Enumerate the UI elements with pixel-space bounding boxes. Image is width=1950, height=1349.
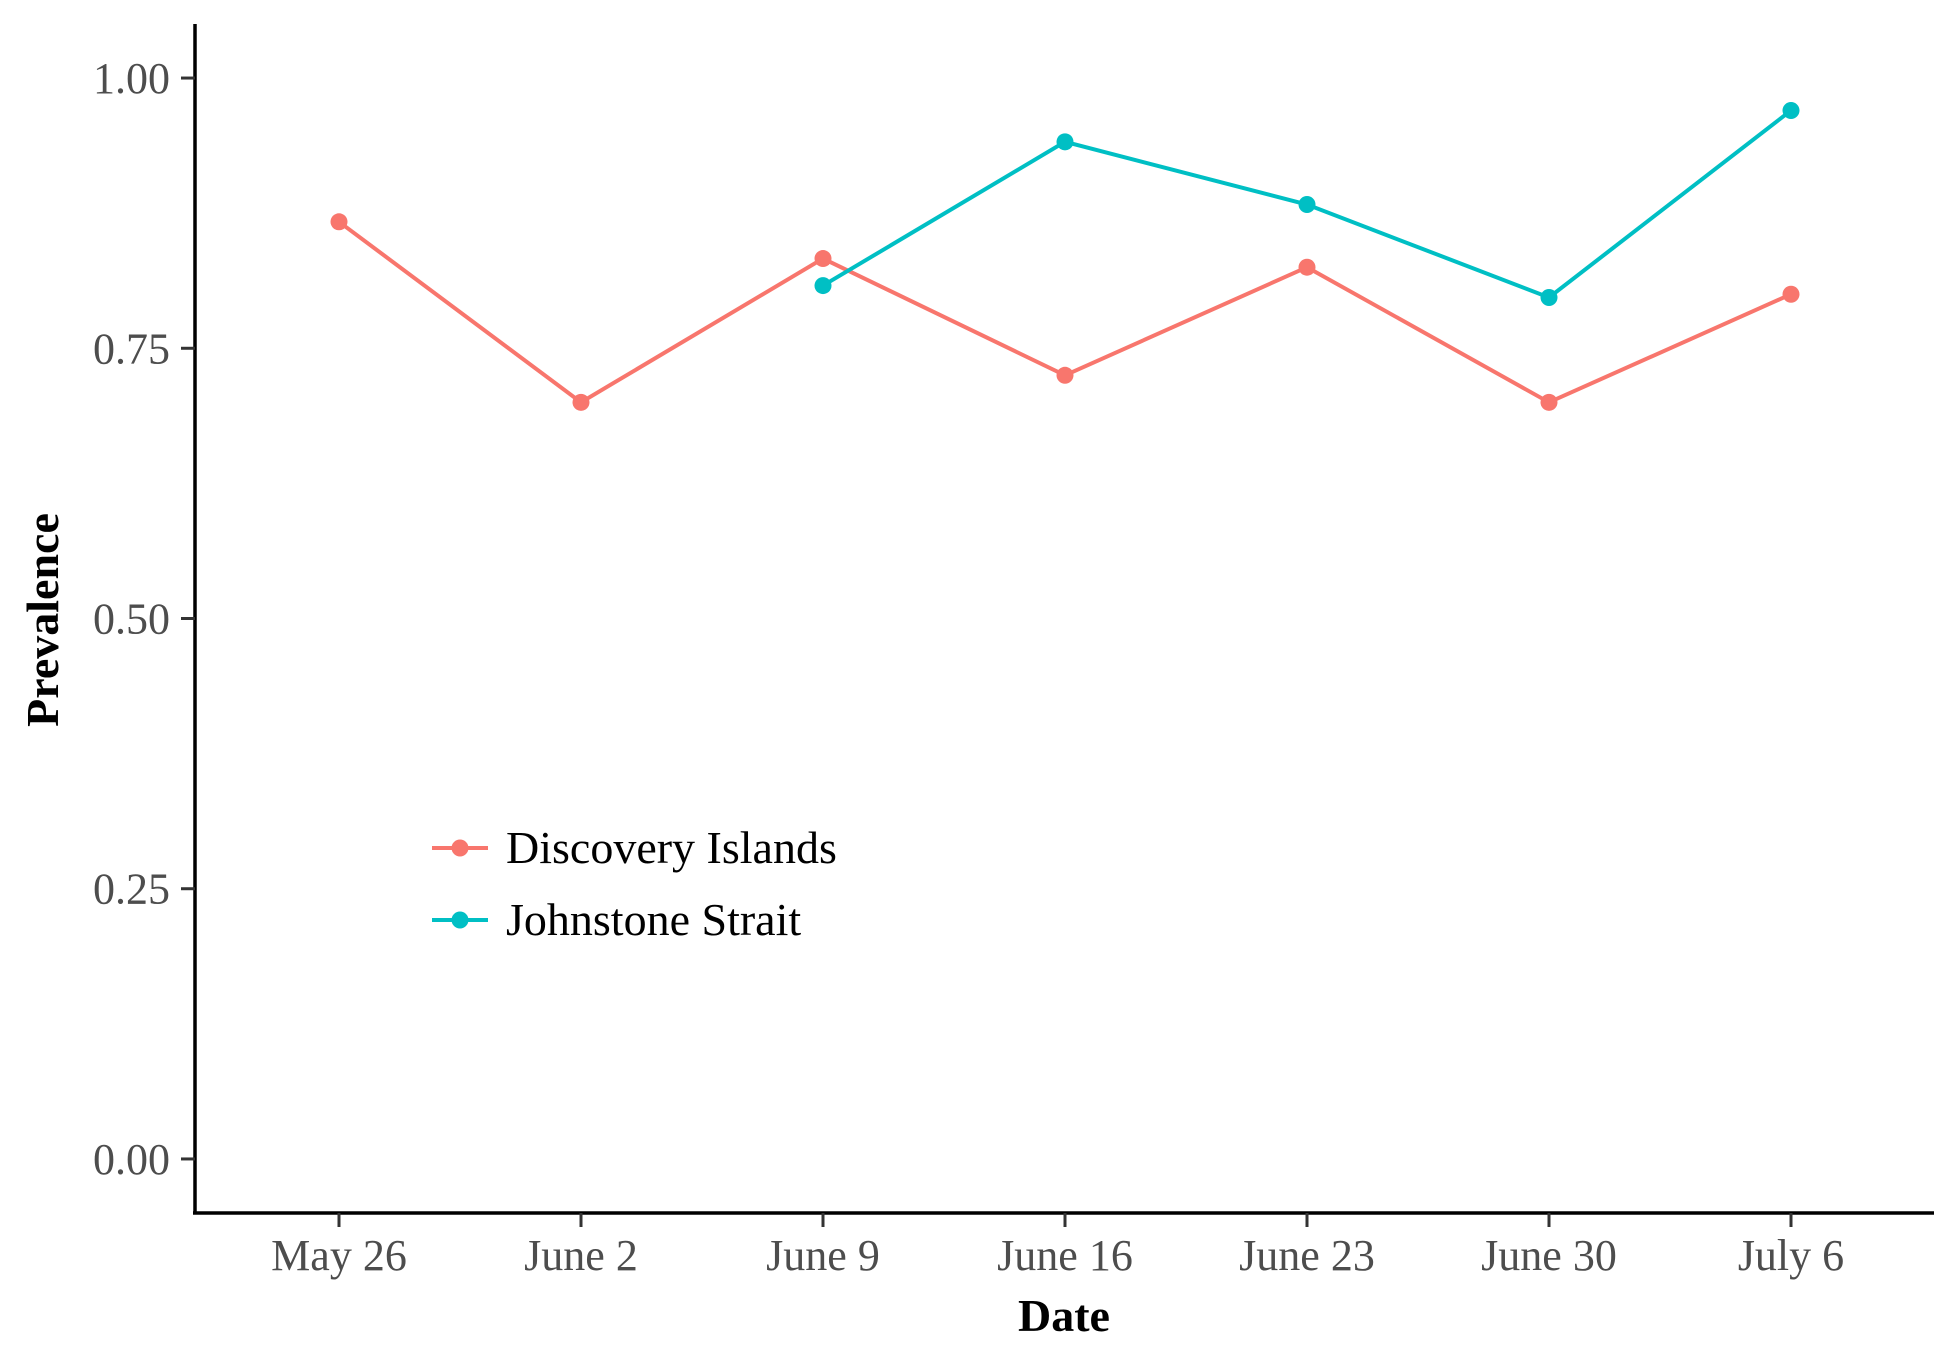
y-tick-label: 0.25: [93, 865, 170, 914]
data-point: [1540, 288, 1558, 306]
y-ticks: 0.00 0.25 0.50 0.75 1.00: [93, 54, 195, 1184]
series-layer: [330, 101, 1800, 411]
y-tick-label: 1.00: [93, 54, 170, 103]
data-point: [1298, 258, 1316, 276]
data-point: [814, 277, 832, 295]
x-tick-label: July 6: [1738, 1231, 1844, 1280]
legend-label: Discovery Islands: [506, 822, 837, 873]
y-axis-title: Prevalence: [17, 513, 68, 727]
x-tick-label: June 30: [1481, 1231, 1617, 1280]
x-ticks: May 26 June 2 June 9 June 16 June 23 June 30 J…: [271, 1213, 1844, 1280]
data-point: [1056, 366, 1074, 384]
x-tick-label: May 26: [271, 1231, 407, 1280]
x-tick-label: June 16: [997, 1231, 1133, 1280]
legend-key-point: [451, 911, 469, 929]
legend-key-point: [451, 839, 469, 857]
x-tick-label: June 9: [766, 1231, 880, 1280]
legend-label: Johnstone Strait: [506, 894, 801, 945]
x-tick-label: June 2: [524, 1231, 638, 1280]
y-tick-label: 0.75: [93, 324, 170, 373]
data-point: [1782, 285, 1800, 303]
data-point: [814, 250, 832, 268]
x-tick-label: June 23: [1239, 1231, 1375, 1280]
data-point: [1298, 196, 1316, 214]
y-tick-label: 0.50: [93, 595, 170, 644]
y-tick-label: 0.00: [93, 1135, 170, 1184]
x-axis-title: Date: [1018, 1290, 1110, 1341]
data-point: [1782, 101, 1800, 119]
data-point: [330, 213, 348, 231]
data-point: [572, 393, 590, 411]
legend: Discovery Islands Johnstone Strait: [432, 822, 837, 945]
data-point: [1056, 133, 1074, 151]
data-point: [1540, 393, 1558, 411]
